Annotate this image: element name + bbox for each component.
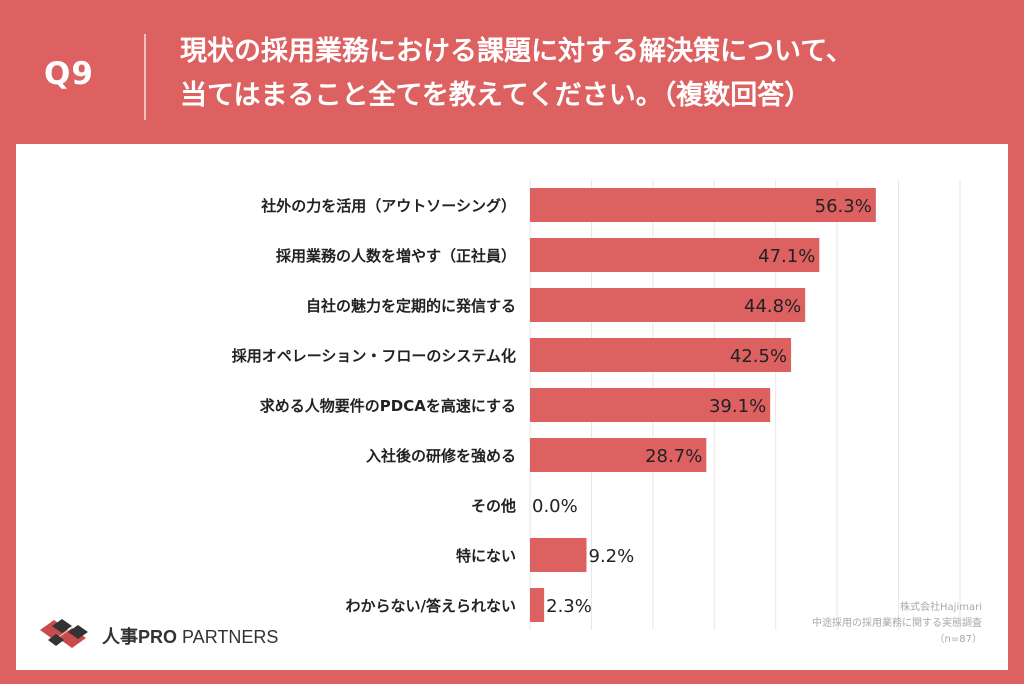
data-label: 47.1% — [758, 246, 815, 267]
logo-part-2: PRO — [138, 627, 178, 647]
category-label: わからない/答えられない — [346, 597, 516, 615]
bar — [530, 188, 876, 222]
question-header: Q9 現状の採用業務における課題に対する解決策について、 当てはまること全てを教… — [0, 0, 1024, 142]
question-line-1: 現状の採用業務における課題に対する解決策について、 — [180, 36, 853, 67]
logo-part-1: 人事 — [102, 627, 138, 647]
bar — [530, 438, 707, 472]
source-line-2: 中途採用の採用業務に関する実態調査 — [812, 618, 982, 629]
category-label: 採用オペレーション・フローのシステム化 — [232, 347, 516, 365]
data-label: 28.7% — [645, 446, 702, 467]
logo-text: 人事PRO PARTNERS — [102, 623, 278, 649]
category-label: 求める人物要件のPDCAを高速にする — [260, 397, 516, 415]
bar — [530, 538, 587, 572]
bar — [530, 388, 771, 422]
question-number: Q9 — [44, 56, 94, 92]
source-line-3: （n=87） — [934, 634, 982, 645]
data-label: 9.2% — [589, 546, 635, 567]
bar — [530, 288, 806, 322]
data-label: 44.8% — [744, 296, 801, 317]
category-label: 採用業務の人数を増やす（正社員） — [276, 247, 516, 265]
bar — [530, 588, 545, 622]
source-note: 株式会社Hajimari 中途採用の採用業務に関する実態調査 （n=87） — [812, 600, 982, 648]
logo-part-3: PARTNERS — [177, 627, 279, 647]
logo-mark-icon — [40, 619, 88, 648]
bar-chart: 社外の力を活用（アウトソーシング） 56.3% 採用業務の人数を増やす（正社員） 47… — [232, 180, 961, 630]
data-label: 0.0% — [532, 496, 578, 517]
category-label: その他 — [471, 497, 516, 515]
source-line-1: 株式会社Hajimari — [900, 602, 982, 613]
data-label: 42.5% — [730, 346, 787, 367]
category-label: 入社後の研修を強める — [366, 447, 516, 465]
chart-panel: 社外の力を活用（アウトソーシング） 56.3% 採用業務の人数を増やす（正社員） 47… — [16, 144, 1008, 670]
data-label: 39.1% — [709, 396, 766, 417]
question-line-2: 当てはまること全てを教えてください。（複数回答） — [180, 80, 812, 111]
question-text: 現状の採用業務における課題に対する解決策について、 当てはまること全てを教えてく… — [180, 30, 980, 118]
bar — [530, 238, 820, 272]
category-label: 自社の魅力を定期的に発信する — [306, 297, 516, 315]
data-label: 2.3% — [546, 596, 592, 617]
category-label: 特にない — [456, 547, 516, 565]
company-logo: 人事PRO PARTNERS — [38, 616, 298, 652]
data-label: 56.3% — [815, 196, 872, 217]
bar — [530, 338, 792, 372]
category-label: 社外の力を活用（アウトソーシング） — [260, 197, 516, 215]
header-divider — [144, 34, 146, 120]
